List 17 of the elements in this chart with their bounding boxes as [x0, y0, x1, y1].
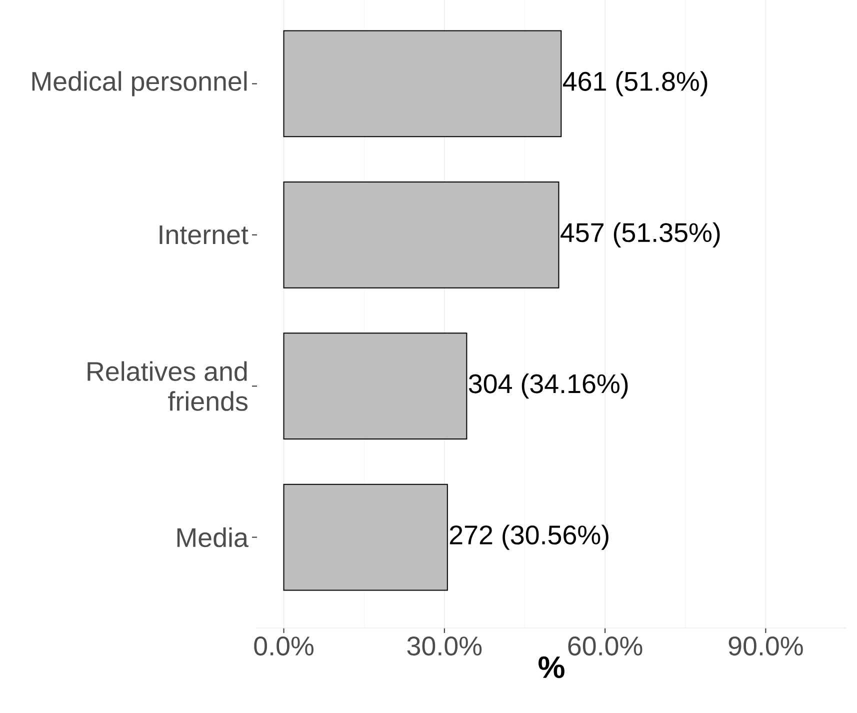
x-axis-title: % [538, 656, 564, 678]
data-label: 304 (34.16%) [468, 374, 628, 399]
x-tick-label: 90.0% [728, 636, 803, 656]
data-label: 272 (30.56%) [450, 524, 608, 550]
y-tick-label: Media [177, 527, 248, 548]
y-tick-label: Medical personnel [32, 71, 247, 96]
x-tick-label: 60.0% [568, 636, 642, 656]
data-label: 461 (51.8%) [562, 71, 708, 96]
bar [283, 181, 560, 288]
bar [283, 30, 562, 138]
bar [283, 484, 448, 591]
y-tick-label: Internet [160, 226, 248, 244]
data-label: 457 (51.35%) [560, 222, 720, 248]
x-tick-label: 0.0% [254, 636, 314, 656]
bar [283, 332, 468, 440]
y-tick-label: Relatives and friends [88, 361, 248, 411]
x-tick-label: 30.0% [407, 636, 482, 656]
